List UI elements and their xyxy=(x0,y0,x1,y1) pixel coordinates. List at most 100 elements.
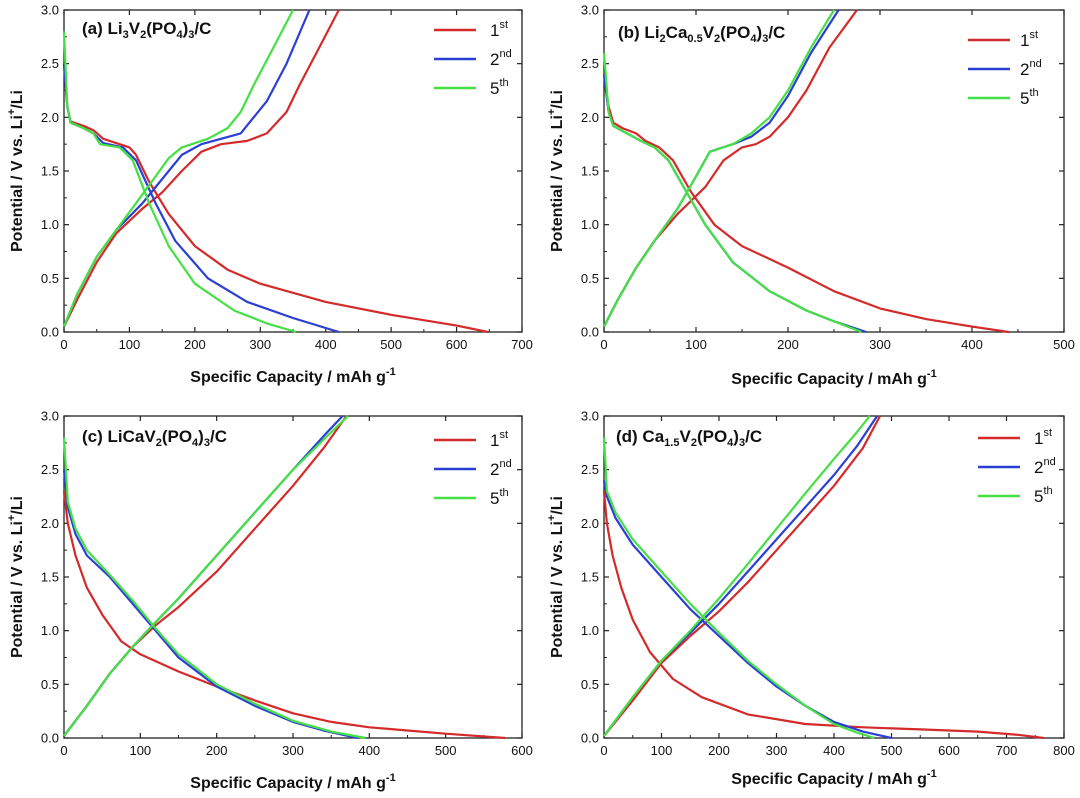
plot-frame xyxy=(603,415,1065,739)
x-tick-label: 100 xyxy=(651,743,673,758)
y-tick-label: 3.0 xyxy=(581,3,599,18)
chart-panel-d: 0 100 200 300 400 500 600 700 800 0.0 0.5 1.0 1.5 2.0… xyxy=(546,409,1075,789)
panel-title: (a) Li3V2(PO4)3/C xyxy=(82,19,211,41)
y-tick-label: 1.0 xyxy=(581,217,599,232)
y-tick-label: 2.0 xyxy=(581,110,599,125)
x-tick-label: 200 xyxy=(184,337,206,352)
x-tick-label: 400 xyxy=(358,743,380,758)
series-line-5th-charge xyxy=(63,415,349,737)
y-tick-label: 0.5 xyxy=(41,677,59,692)
x-tick-label: 200 xyxy=(708,743,730,758)
x-tick-label: 800 xyxy=(1053,743,1075,758)
y-axis-title: Potential / V vs. Li+/Li xyxy=(6,496,26,658)
x-axis-title: Specific Capacity / mAh g-1 xyxy=(731,368,936,388)
series-line-1st-discharge xyxy=(62,63,489,334)
legend-label-1st: 1st xyxy=(490,19,508,40)
x-tick-label: 100 xyxy=(119,337,141,352)
x-tick-label: 200 xyxy=(206,743,228,758)
y-tick-label: 1.5 xyxy=(41,570,59,585)
series-line-1st-charge xyxy=(63,415,348,737)
y-tick-label: 1.5 xyxy=(581,164,599,179)
series-line-2nd-discharge xyxy=(602,74,867,334)
x-tick-label: 700 xyxy=(511,337,533,352)
series-line-2nd-charge xyxy=(62,9,311,328)
series-line-2nd-discharge xyxy=(62,469,359,740)
panel-title: (d) Ca1.5V2(PO4)3/C xyxy=(616,427,762,449)
x-tick-label: 200 xyxy=(777,337,799,352)
legend-label-5th: 5th xyxy=(1020,87,1039,108)
series-line-5th-charge xyxy=(603,9,835,328)
x-tick-label: 600 xyxy=(446,337,468,352)
y-tick-label: 3.0 xyxy=(581,409,599,424)
y-tick-label: 2.0 xyxy=(41,110,59,125)
y-tick-label: 2.0 xyxy=(581,516,599,531)
y-tick-label: 1.0 xyxy=(581,623,599,638)
legend-label-2nd: 2nd xyxy=(490,458,512,479)
series-line-2nd-discharge xyxy=(62,63,340,334)
x-axis-title: Specific Capacity / mAh g-1 xyxy=(190,366,395,386)
y-tick-label: 0.0 xyxy=(41,325,59,340)
series-line-5th-charge xyxy=(603,415,871,737)
series-line-5th-discharge xyxy=(62,437,366,740)
y-axis-title: Potential / V vs. Li+/Li xyxy=(6,90,26,252)
legend-label-1st: 1st xyxy=(1020,29,1038,50)
legend-label-5th: 5th xyxy=(490,487,509,508)
panel-title: (b) Li2Ca0.5V2(PO4)3/C xyxy=(618,23,785,45)
x-tick-label: 600 xyxy=(511,743,533,758)
chart-panel-a: 0 100 200 300 400 500 600 700 0.0 0.5 1.0 1.5 2.0 2.5… xyxy=(6,3,533,387)
y-tick-label: 1.0 xyxy=(41,623,59,638)
x-tick-label: 0 xyxy=(60,337,67,352)
y-tick-label: 2.5 xyxy=(581,56,599,71)
legend-label-2nd: 2nd xyxy=(1034,456,1056,477)
legend-label-5th: 5th xyxy=(490,77,509,98)
series-line-5th-discharge xyxy=(62,31,297,334)
y-tick-label: 1.5 xyxy=(581,570,599,585)
y-tick-label: 2.5 xyxy=(41,462,59,477)
series-line-5th-charge xyxy=(62,9,294,328)
x-axis-title: Specific Capacity / mAh g-1 xyxy=(731,768,936,788)
x-tick-label: 500 xyxy=(435,743,457,758)
legend-label-1st: 1st xyxy=(1034,427,1052,448)
legend-label-2nd: 2nd xyxy=(1020,58,1042,79)
chart-panel-b: 0 100 200 300 400 500 0.0 0.5 1.0 1.5 2.0 2.5 3.0 (b)… xyxy=(546,3,1075,389)
x-tick-label: 500 xyxy=(380,337,402,352)
series-line-1st-charge xyxy=(603,415,881,737)
x-tick-label: 300 xyxy=(869,337,891,352)
plot-frame xyxy=(63,415,523,739)
x-tick-label: 100 xyxy=(685,337,707,352)
y-tick-label: 1.0 xyxy=(41,217,59,232)
y-tick-label: 2.5 xyxy=(41,56,59,71)
x-tick-label: 400 xyxy=(961,337,983,352)
x-tick-label: 0 xyxy=(600,743,607,758)
series-line-5th-discharge xyxy=(602,52,862,334)
y-tick-label: 0.0 xyxy=(581,731,599,746)
legend-label-5th: 5th xyxy=(1034,485,1053,506)
series-line-1st-charge xyxy=(603,9,858,328)
plot-frame xyxy=(603,9,1065,333)
y-tick-label: 0.0 xyxy=(41,731,59,746)
x-tick-label: 600 xyxy=(938,743,960,758)
y-axis-title: Potential / V vs. Li+/Li xyxy=(546,496,566,658)
x-tick-label: 300 xyxy=(282,743,304,758)
y-tick-label: 2.5 xyxy=(581,462,599,477)
series-line-1st-discharge xyxy=(602,491,1045,740)
x-tick-label: 400 xyxy=(823,743,845,758)
series-line-1st-charge xyxy=(63,9,340,328)
x-tick-label: 0 xyxy=(600,337,607,352)
series-line-2nd-charge xyxy=(603,9,840,328)
y-tick-label: 2.0 xyxy=(41,516,59,531)
y-tick-label: 1.5 xyxy=(41,164,59,179)
y-axis-title: Potential / V vs. Li+/Li xyxy=(546,90,566,252)
series-line-2nd-discharge xyxy=(602,480,892,740)
series-line-2nd-charge xyxy=(63,415,344,737)
y-tick-label: 3.0 xyxy=(41,3,59,18)
x-tick-label: 400 xyxy=(315,337,337,352)
x-tick-label: 300 xyxy=(766,743,788,758)
series-line-5th-discharge xyxy=(602,437,875,740)
y-tick-label: 0.0 xyxy=(581,325,599,340)
y-tick-label: 0.5 xyxy=(41,271,59,286)
y-tick-label: 3.0 xyxy=(41,409,59,424)
x-tick-label: 100 xyxy=(129,743,151,758)
series-line-1st-discharge xyxy=(62,490,506,740)
